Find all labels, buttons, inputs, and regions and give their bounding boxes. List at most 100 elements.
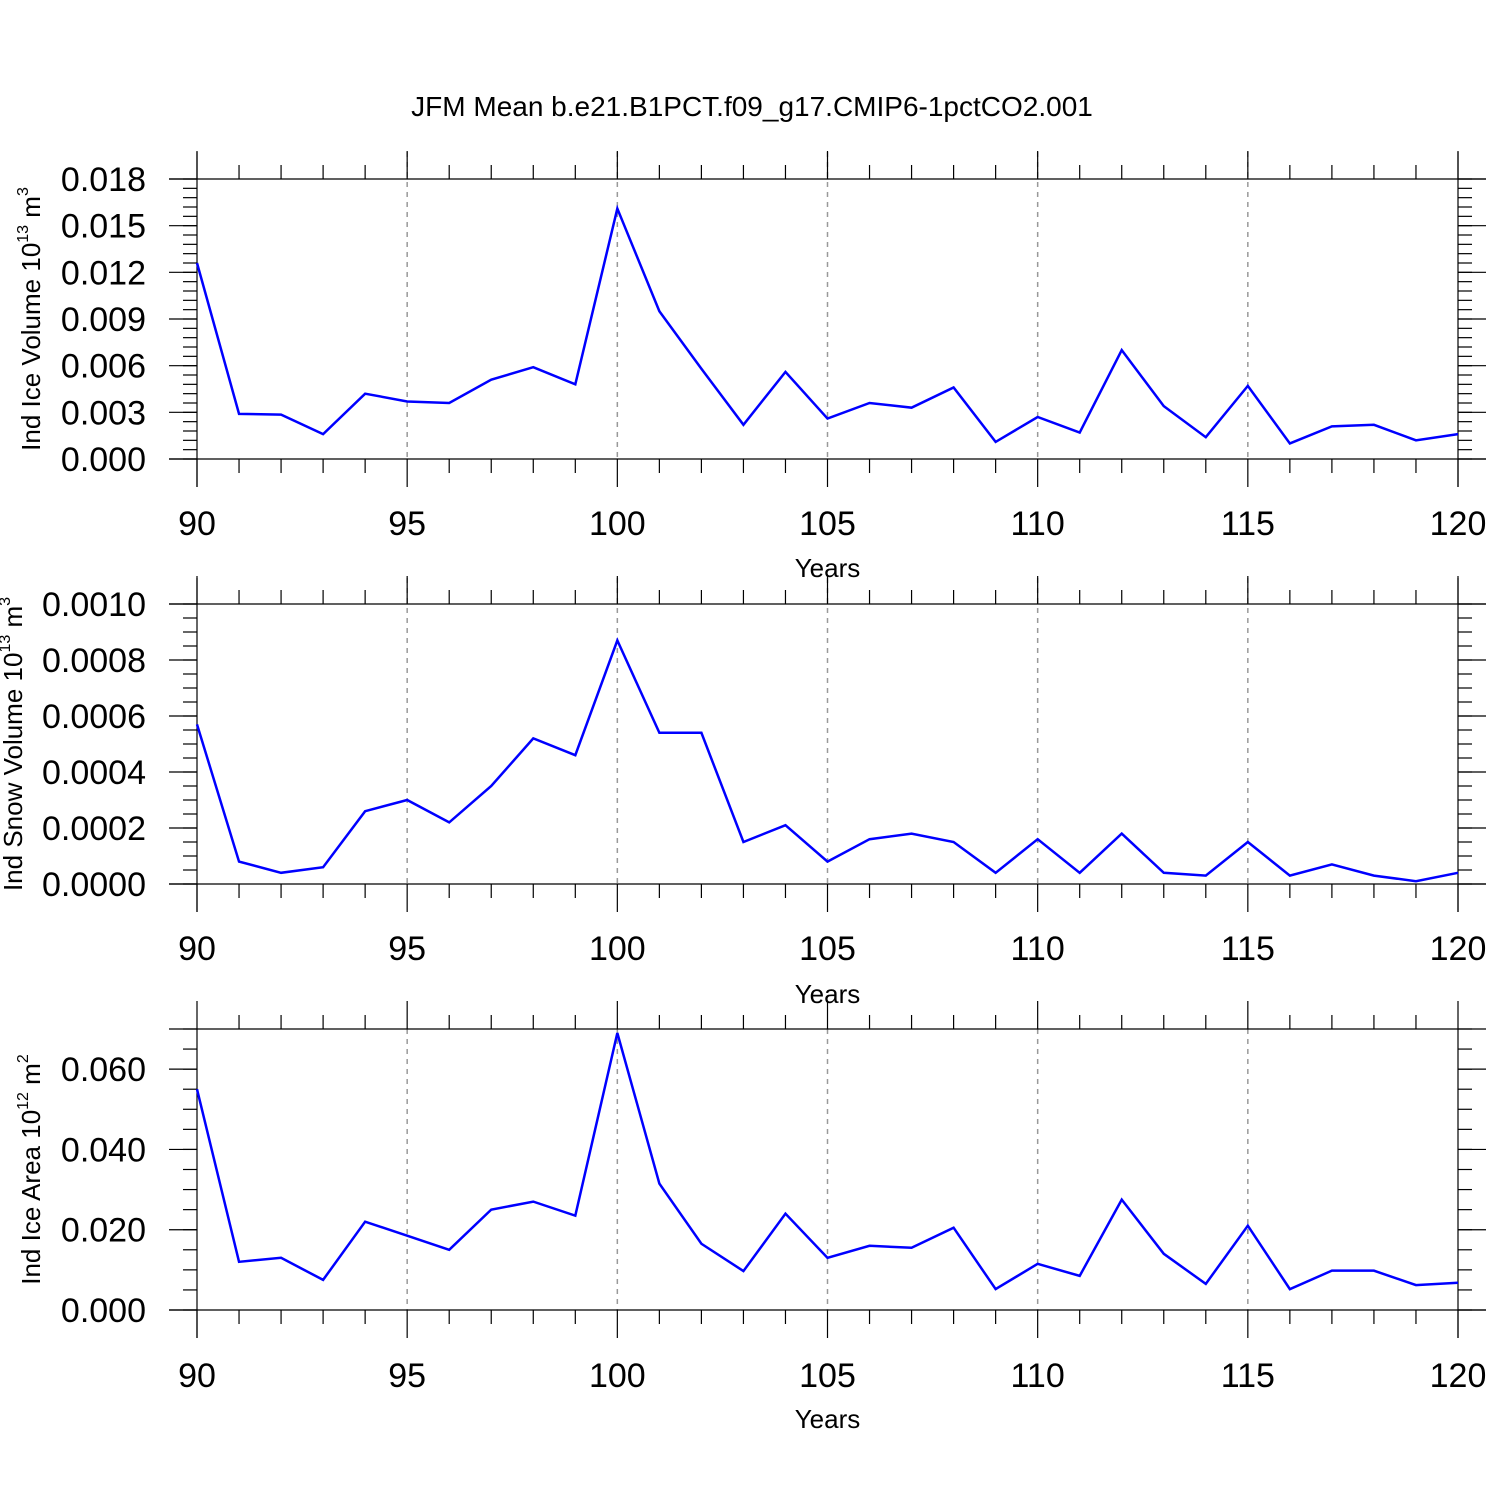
y-axis-label: Ind Snow Volume 1013 m3 <box>0 597 28 891</box>
data-point <box>1288 1287 1292 1291</box>
panel-1: 90 95 100 105 110 115 120 0.000 0.003 0.006 0.009 0… <box>15 151 1486 583</box>
x-tick-label: 115 <box>1221 505 1275 543</box>
y-axis-label-superscript: 12 <box>15 1092 32 1110</box>
y-tick-label: 0.012 <box>61 254 146 292</box>
data-point <box>405 399 409 403</box>
x-tick-label: 95 <box>388 930 426 968</box>
panel-3: 90 95 100 105 110 115 120 0.000 0.020 0.040 0.060 Y… <box>15 1001 1486 1434</box>
y-tick-label: 0.000 <box>61 1292 146 1330</box>
y-tick-label: 0.0004 <box>42 754 146 792</box>
data-point <box>195 261 199 265</box>
data-point <box>1246 384 1250 388</box>
x-tick-label: 95 <box>388 1357 426 1395</box>
data-point <box>1078 431 1082 435</box>
x-tick-label: 100 <box>589 930 646 968</box>
data-point <box>1246 840 1250 844</box>
y-tick-label: 0.000 <box>61 441 146 479</box>
y-tick-label: 0.003 <box>61 394 146 432</box>
data-point <box>1036 837 1040 841</box>
data-point <box>826 417 830 421</box>
figure-title: JFM Mean b.e21.B1PCT.f09_g17.CMIP6-1pctC… <box>411 91 1093 122</box>
data-point <box>489 784 493 788</box>
data-point <box>741 840 745 844</box>
panel-2: 90 95 100 105 110 115 120 0.0000 0.0002 0.0004 0.0… <box>0 576 1486 1009</box>
data-point <box>573 753 577 757</box>
x-tick-label: 120 <box>1430 505 1487 543</box>
data-point <box>195 1087 199 1091</box>
y-axis-label-part: m <box>16 196 46 225</box>
x-tick-label: 90 <box>178 1357 216 1395</box>
y-tick-label: 0.040 <box>61 1131 146 1169</box>
y-axis-label: Ind Ice Volume 1013 m3 <box>15 187 46 451</box>
data-point <box>237 412 241 416</box>
y-tick-label: 0.018 <box>61 161 146 199</box>
data-point <box>741 1269 745 1273</box>
data-point <box>1414 1283 1418 1287</box>
x-tick-label: 105 <box>799 1357 856 1395</box>
data-point <box>1456 432 1460 436</box>
x-tick-label: 95 <box>388 505 426 543</box>
data-point <box>868 1244 872 1248</box>
data-point <box>531 1200 535 1204</box>
y-axis-label: Ind Ice Area 1012 m2 <box>15 1054 46 1285</box>
data-point <box>1162 1252 1166 1256</box>
data-point <box>699 367 703 371</box>
data-point <box>910 406 914 410</box>
data-point <box>910 832 914 836</box>
data-point <box>363 809 367 813</box>
data-point <box>1078 1274 1082 1278</box>
data-point <box>952 840 956 844</box>
data-point <box>237 860 241 864</box>
data-point <box>1456 1281 1460 1285</box>
panels: 90 95 100 105 110 115 120 0.000 0.003 0.006 0.009 0… <box>0 151 1486 1434</box>
data-point <box>1246 1224 1250 1228</box>
x-tick-label: 90 <box>178 930 216 968</box>
data-point <box>363 392 367 396</box>
data-point <box>994 1287 998 1291</box>
x-tick-label: 110 <box>1011 930 1065 968</box>
data-point <box>1078 871 1082 875</box>
x-tick-label: 110 <box>1011 505 1065 543</box>
data-point <box>783 1212 787 1216</box>
data-point <box>573 1214 577 1218</box>
data-point <box>868 401 872 405</box>
data-point <box>1120 348 1124 352</box>
data-point <box>615 207 619 211</box>
data-point <box>783 823 787 827</box>
data-point <box>868 837 872 841</box>
x-tick-label: 120 <box>1430 930 1487 968</box>
data-point <box>531 736 535 740</box>
series-line <box>195 637 1459 883</box>
data-point <box>447 820 451 824</box>
x-tick-label: 90 <box>178 505 216 543</box>
y-axis-label-part: Ind Ice Volume 10 <box>16 243 46 451</box>
y-axis-label-superscript: 13 <box>15 225 32 243</box>
y-tick-label: 0.060 <box>61 1051 146 1089</box>
data-point <box>237 1260 241 1264</box>
y-tick-label: 0.006 <box>61 348 146 386</box>
data-point <box>1414 879 1418 883</box>
y-axis-label-part: m <box>16 1063 46 1092</box>
data-point <box>1036 415 1040 419</box>
data-point <box>1288 441 1292 445</box>
data-point <box>1330 1269 1334 1273</box>
data-point <box>1204 1282 1208 1286</box>
data-point <box>952 385 956 389</box>
x-tick-label: 105 <box>799 930 856 968</box>
data-point <box>321 432 325 436</box>
y-axis-label-superscript: 2 <box>15 1054 32 1063</box>
data-point <box>1456 871 1460 875</box>
y-axis-label-superscript: 3 <box>15 187 32 196</box>
data-point <box>321 865 325 869</box>
data-point <box>783 370 787 374</box>
y-tick-label: 0.0010 <box>42 586 146 624</box>
data-point <box>826 1256 830 1260</box>
data-point <box>1204 435 1208 439</box>
y-axis-label-superscript: 3 <box>0 597 14 606</box>
y-tick-label: 0.0000 <box>42 866 146 904</box>
data-point <box>1036 1262 1040 1266</box>
data-point <box>1204 874 1208 878</box>
y-axis-label-part: Ind Snow Volume 10 <box>0 653 28 892</box>
y-tick-label: 0.0008 <box>42 642 146 680</box>
